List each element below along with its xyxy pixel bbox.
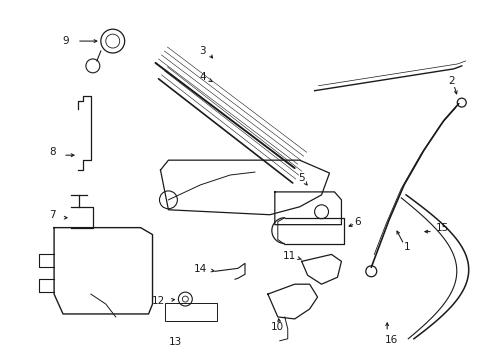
Text: 3: 3: [199, 46, 206, 56]
Text: 5: 5: [298, 173, 305, 183]
Text: 7: 7: [49, 210, 56, 220]
Text: 15: 15: [435, 222, 448, 233]
Text: 11: 11: [282, 251, 295, 261]
Text: 8: 8: [49, 147, 56, 157]
Text: 2: 2: [447, 76, 454, 86]
Text: 13: 13: [168, 337, 182, 347]
Text: 6: 6: [354, 217, 360, 227]
Text: 4: 4: [199, 72, 206, 82]
Text: 1: 1: [403, 243, 409, 252]
Bar: [165, 303, 217, 321]
Text: 16: 16: [384, 335, 397, 345]
Text: 14: 14: [194, 264, 207, 274]
Text: 10: 10: [270, 322, 283, 332]
Text: 9: 9: [62, 36, 69, 46]
Text: 12: 12: [152, 296, 165, 306]
